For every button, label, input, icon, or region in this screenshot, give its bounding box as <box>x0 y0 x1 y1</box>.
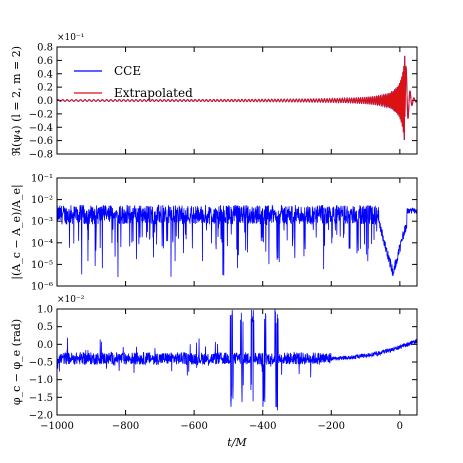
y-tick-label: 0.4 <box>37 69 53 80</box>
y-tick-label: 0.0 <box>37 96 53 107</box>
y-tick-label: 10⁻¹ <box>31 174 53 185</box>
x-tick-label: −200 <box>318 421 345 432</box>
x-tick-label: 0 <box>397 421 403 432</box>
panel-amplitude-ylabel: |(A_c − A_e)/A_e| <box>10 184 24 279</box>
y-tick-label: 10⁻⁴ <box>31 238 53 249</box>
y-tick-label: 0.5 <box>37 322 53 333</box>
panel-waveform-lines <box>56 55 418 141</box>
y-tick-label: −2.0 <box>29 411 53 422</box>
y-tick-label: 0.0 <box>37 340 53 351</box>
x-tick-label: −800 <box>112 421 139 432</box>
x-tick-label: −1000 <box>40 421 74 432</box>
panel-phase: −2.0 −1.5 −1.0 −0.5 0.0 0.5 1.0 φ_c − φ_e (rad… <box>10 295 418 422</box>
panel-phase-frame <box>56 308 418 416</box>
y-tick-label: −0.4 <box>29 123 53 134</box>
y-tick-label: 10⁻⁵ <box>31 260 53 271</box>
y-tick-label: −0.8 <box>29 150 53 161</box>
y-tick-label: 0.2 <box>37 83 53 94</box>
panel-waveform: −0.8 −0.6 −0.4 −0.2 0.0 0.2 0.4 0.6 0.8 ℜ(ψ₄) (l… <box>10 33 418 161</box>
y-tick-label: −0.2 <box>29 109 53 120</box>
panel-amplitude-frame <box>56 177 418 287</box>
legend-cce-label: CCE <box>114 64 141 78</box>
x-tick-label: −600 <box>180 421 207 432</box>
legend: CCE Extrapolated <box>74 64 193 100</box>
panel-waveform-frame <box>56 46 418 155</box>
x-axis-label: t/M <box>227 436 247 449</box>
panel-amplitude-lines <box>56 204 418 278</box>
y-tick-label: 10⁻⁶ <box>31 282 53 293</box>
y-tick-label: 0.6 <box>37 56 53 67</box>
series-phase-diff-line <box>56 309 418 411</box>
y-tick-label: −0.5 <box>29 358 53 369</box>
panel-phase-ylabel: φ_c − φ_e (rad) <box>10 319 23 405</box>
legend-extrapolated-label: Extrapolated <box>114 86 193 100</box>
x-axis-ticks: −1000 −800 −600 −400 −200 0 <box>40 47 403 432</box>
y-tick-label: 10⁻³ <box>31 217 53 228</box>
panel-phase-lines <box>56 309 418 411</box>
panel-phase-ticks: −2.0 −1.5 −1.0 −0.5 0.0 0.5 1.0 <box>29 305 417 422</box>
y-tick-label: −1.5 <box>29 393 53 404</box>
y-tick-label: 0.8 <box>37 43 53 54</box>
panel-amplitude: 10⁻⁶ 10⁻⁵ 10⁻⁴ 10⁻³ 10⁻² 10⁻¹ |(A_c − A_e)/A_… <box>10 174 418 293</box>
y-tick-label: −1.0 <box>29 375 53 386</box>
series-extrapolated-line <box>56 55 418 141</box>
y-tick-label: −0.6 <box>29 136 53 147</box>
y-tick-label: 1.0 <box>37 305 53 316</box>
panel-waveform-multiplier: ×10⁻¹ <box>57 33 84 43</box>
y-tick-label: 10⁻² <box>31 195 53 206</box>
x-tick-label: −400 <box>249 421 276 432</box>
panel-phase-multiplier: ×10⁻² <box>57 295 85 305</box>
panel-waveform-ylabel: ℜ(ψ₄) (l = 2, m = 2) <box>10 46 23 156</box>
series-amplitude-diff-line <box>56 204 418 278</box>
